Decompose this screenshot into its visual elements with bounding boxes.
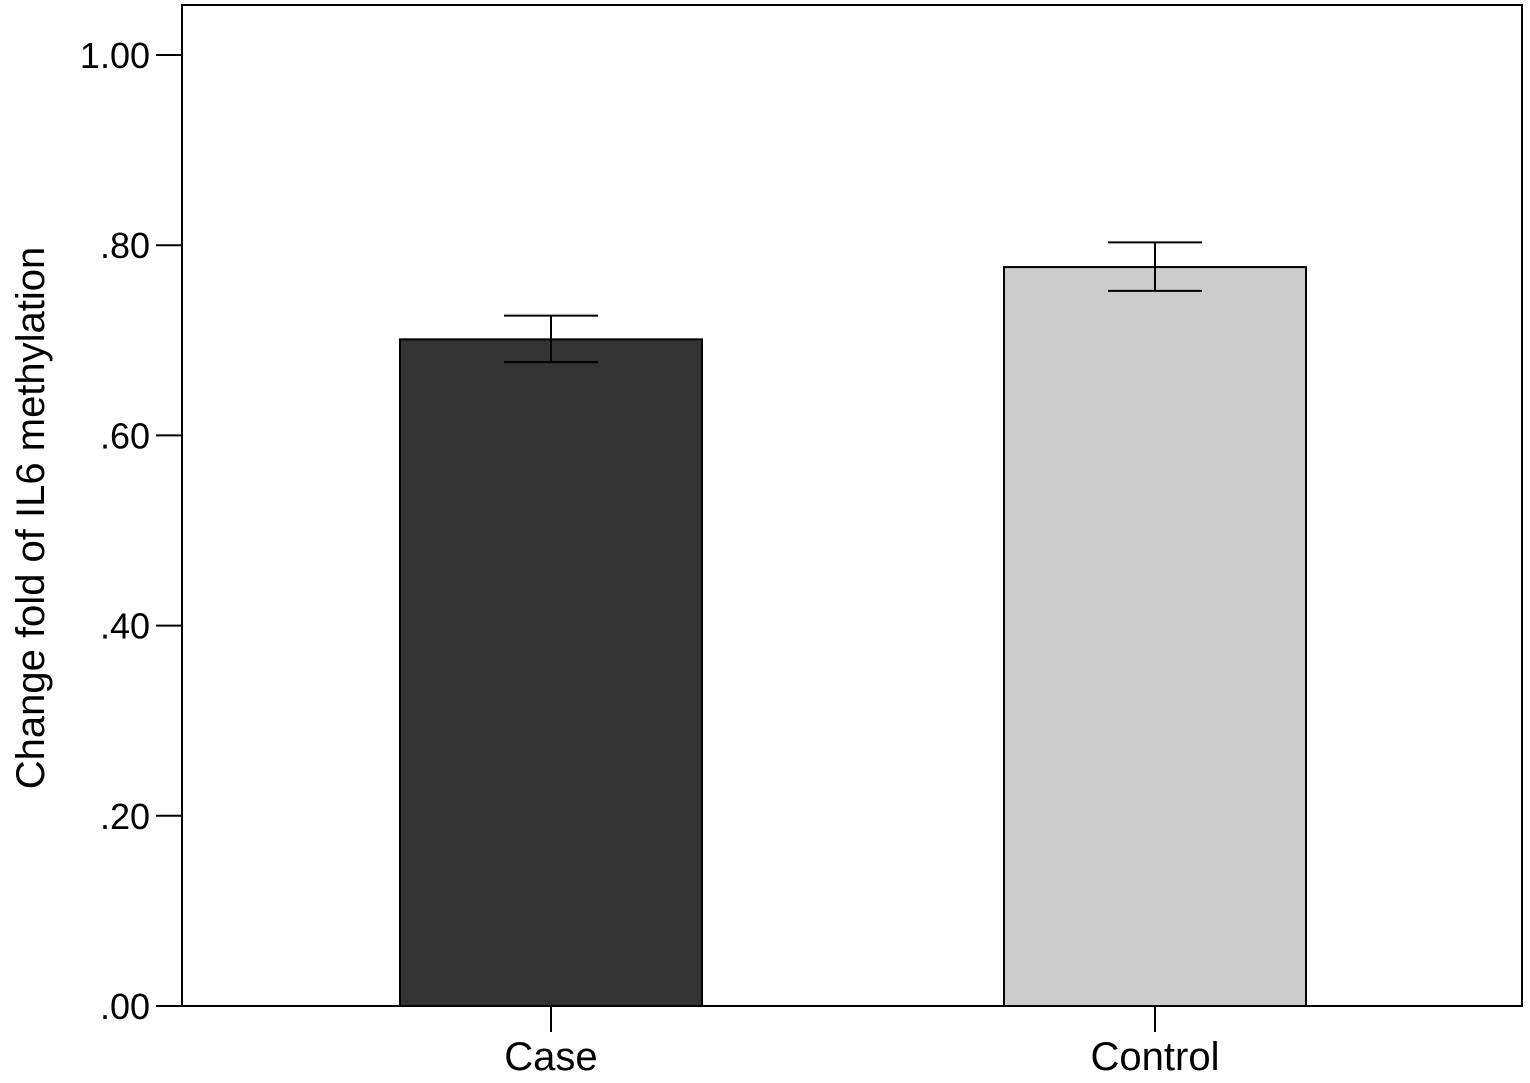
plot-frame [181,4,1523,1007]
y-tick-label: .20 [100,796,150,837]
y-tick-label: .40 [100,606,150,647]
y-tick-label: .80 [100,225,150,266]
bar-control [1003,266,1307,1007]
y-tick-label: .00 [100,986,150,1027]
y-tick-label: .60 [100,415,150,456]
y-axis-title: Change fold of IL6 methylation [9,247,53,790]
x-category-label-case: Case [504,1035,597,1079]
bar-case [399,338,703,1007]
y-tick-label: 1.00 [80,35,150,76]
x-category-label-control: Control [1091,1035,1220,1079]
